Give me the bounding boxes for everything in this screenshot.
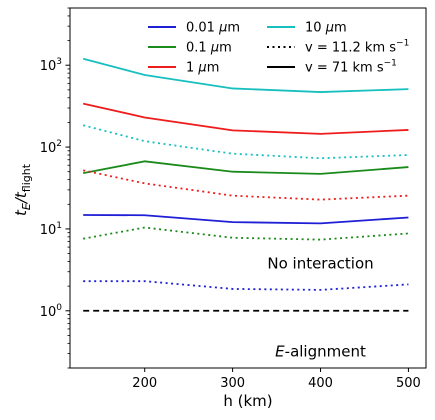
legend-label-size: 0.1 μm bbox=[186, 41, 232, 56]
x-tick-label: 300 bbox=[220, 376, 245, 391]
x-axis-title: h (km) bbox=[223, 392, 272, 410]
series-line-4 bbox=[83, 280, 409, 291]
x-tick-label: 500 bbox=[396, 376, 421, 391]
y-tick-label: 101 bbox=[40, 221, 62, 238]
series-line-3 bbox=[82, 57, 409, 93]
series-line-1 bbox=[83, 160, 409, 175]
y-axis-title-t2: /t bbox=[12, 191, 30, 205]
y-tick-label: 102 bbox=[40, 139, 62, 156]
series-line-6 bbox=[83, 169, 409, 201]
y-tick-label: 103 bbox=[40, 57, 62, 74]
y-axis-title: tE/tflight bbox=[12, 163, 33, 216]
y-tick-label: 100 bbox=[40, 303, 63, 320]
x-tick-label: 400 bbox=[308, 376, 333, 391]
plot-frame bbox=[69, 7, 427, 369]
y-axis-title-sub-flight: flight bbox=[20, 163, 33, 192]
series-line-5 bbox=[83, 226, 409, 241]
series-line-2 bbox=[82, 102, 409, 135]
y-axis-title-t: t bbox=[12, 209, 30, 216]
annotation-0: No interaction bbox=[267, 254, 373, 272]
y-axis-title-sub-e: E bbox=[20, 203, 33, 210]
legend-label-velocity: v = 71 km s−1 bbox=[305, 59, 397, 76]
series-layer bbox=[82, 57, 409, 312]
ticks-layer: 200 300 400 500 100 101 102 103 bbox=[40, 7, 421, 391]
legend-label-size: 1 μm bbox=[186, 61, 219, 76]
legend-label-size: 0.01 μm bbox=[186, 21, 240, 36]
series-line-0 bbox=[83, 214, 409, 225]
annotation-1: E-alignment bbox=[275, 342, 366, 360]
legend-label-size: 10 μm bbox=[305, 21, 347, 36]
legend: 0.01 μm 0.1 μm 1 μm 10 μm v = 11.2 km s−1 v =… bbox=[148, 21, 409, 76]
x-tick-label: 200 bbox=[132, 376, 157, 391]
annotation-layer: No interaction E-alignment bbox=[267, 254, 373, 360]
series-line-7 bbox=[82, 124, 409, 160]
legend-label-velocity: v = 11.2 km s−1 bbox=[305, 39, 409, 56]
